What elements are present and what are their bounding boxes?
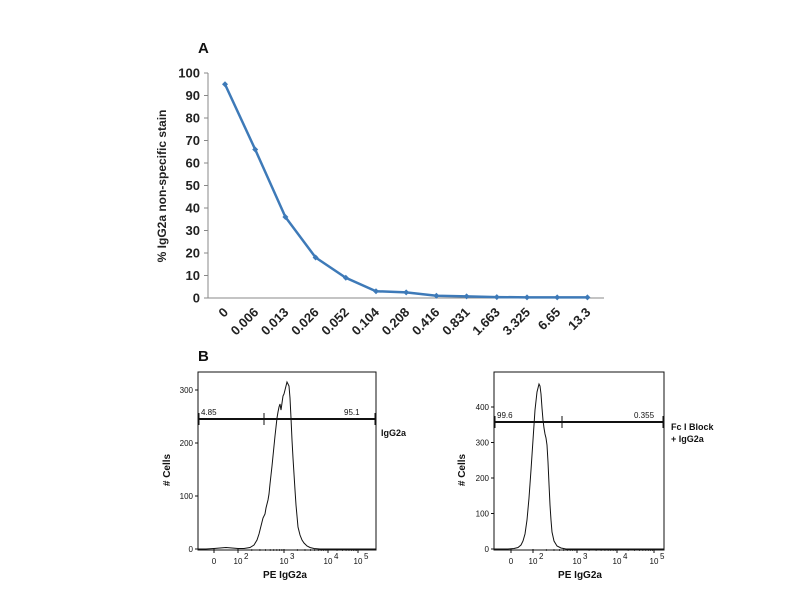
y-tick-label: 0: [189, 545, 194, 554]
data-point: [493, 294, 500, 301]
y-tick-label: 90: [186, 88, 200, 103]
side-label: IgG2a: [381, 428, 407, 438]
y-tick-label: 0: [193, 291, 200, 306]
y-axis-label: # Cells: [457, 453, 468, 486]
x-tick-label: 13.3: [565, 305, 594, 334]
y-tick-label: 300: [476, 439, 490, 448]
x-tick-exponent: 5: [660, 552, 665, 561]
gate-right-value: 0.355: [634, 411, 655, 420]
side-label-line-1: Fc I Block: [671, 422, 715, 432]
y-tick-label: 70: [186, 133, 200, 148]
side-label-line-2: + IgG2a: [671, 434, 705, 444]
series-line: [223, 83, 588, 299]
data-point: [342, 274, 349, 281]
x-tick-exponent: 4: [334, 552, 339, 561]
y-tick-label: 100: [180, 492, 194, 501]
data-point: [312, 254, 319, 261]
x-tick-label: 10: [529, 557, 538, 566]
data-point: [554, 294, 561, 301]
x-tick-label: 0: [212, 557, 217, 566]
x-tick-label: 0.006: [228, 305, 262, 339]
data-point: [584, 294, 591, 301]
x-tick-label: 10: [650, 557, 659, 566]
panel-b-label: B: [198, 348, 209, 365]
data-point: [403, 289, 410, 296]
y-tick-label: 400: [476, 403, 490, 412]
x-tick-label: 10: [573, 557, 582, 566]
y-tick-label: 200: [476, 474, 490, 483]
x-tick-label: 10: [354, 557, 363, 566]
data-point: [282, 214, 289, 220]
x-tick-label: 3.325: [500, 305, 534, 339]
x-tick-label: 6.65: [535, 305, 564, 334]
data-point: [373, 288, 379, 295]
y-tick-label: 200: [180, 439, 194, 448]
x-axis-label: PE IgG2a: [263, 570, 307, 581]
x-tick-label: 0.052: [318, 305, 352, 339]
y-tick-label: 30: [186, 223, 200, 238]
x-tick-exponent: 3: [290, 552, 295, 561]
x-tick-label: 0.831: [439, 305, 473, 339]
plot-frame: [493, 371, 665, 551]
y-tick-label: 100: [178, 66, 200, 81]
y-tick-label: 0: [485, 545, 490, 554]
y-tick-label: 100: [476, 510, 490, 519]
y-tick-label: 80: [186, 111, 200, 126]
y-axis-label: # Cells: [162, 453, 173, 486]
x-tick-label: 10: [324, 557, 333, 566]
gate-right-value: 95.1: [344, 408, 360, 417]
y-tick-label: 300: [180, 386, 194, 395]
data-point: [524, 294, 530, 301]
x-tick-label: 0: [509, 557, 514, 566]
x-tick-label: 0.026: [288, 305, 322, 339]
data-point: [222, 81, 228, 88]
x-axis-label: PE IgG2a: [558, 570, 602, 581]
plot-frame: [197, 371, 377, 551]
y-axis-label: % IgG2a non-specific stain: [155, 110, 169, 263]
y-tick-label: 50: [186, 178, 200, 193]
x-tick-label: 10: [280, 557, 289, 566]
y-tick-label: 60: [186, 156, 200, 171]
data-point: [433, 292, 440, 299]
x-tick-label: 10: [613, 557, 622, 566]
x-tick-label: 0: [215, 305, 231, 321]
x-tick-label: 1.663: [469, 305, 503, 339]
histogram-trace: [198, 380, 376, 550]
x-tick-label: 10: [234, 557, 243, 566]
y-tick-label: 10: [186, 268, 200, 283]
x-tick-exponent: 5: [364, 552, 369, 561]
gate-left-value: 99.6: [497, 411, 513, 420]
x-tick-exponent: 4: [623, 552, 628, 561]
panel-a-label: A: [198, 40, 209, 57]
x-tick-label: 0.104: [349, 304, 383, 338]
gate-left-value: 4.85: [201, 408, 217, 417]
data-point: [252, 146, 259, 153]
data-point: [463, 293, 470, 300]
x-tick-exponent: 3: [583, 552, 588, 561]
y-tick-label: 40: [186, 201, 200, 216]
histogram-trace: [494, 382, 664, 550]
x-tick-label: 0.013: [258, 305, 292, 339]
x-tick-label: 0.416: [409, 305, 443, 339]
x-tick-label: 0.208: [379, 305, 413, 339]
x-tick-exponent: 2: [539, 552, 544, 561]
y-tick-label: 20: [186, 246, 200, 261]
x-tick-exponent: 2: [244, 552, 249, 561]
